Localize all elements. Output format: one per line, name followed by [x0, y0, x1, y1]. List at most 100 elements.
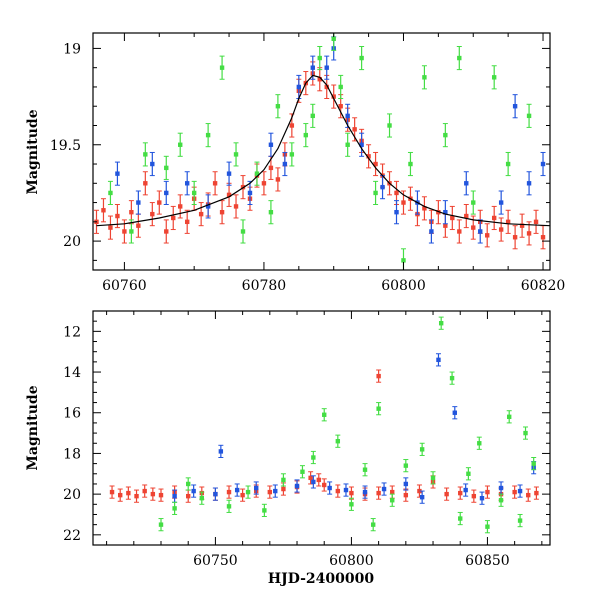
top-data-point [464, 213, 469, 219]
bottom-data-point [254, 485, 259, 491]
top-data-point [289, 152, 295, 157]
bottom-data-point [438, 321, 444, 326]
top-data-point [526, 113, 532, 119]
top-data-point [282, 161, 288, 167]
bottom-data-point [226, 504, 232, 509]
top-data-point [512, 104, 518, 109]
top-data-point [198, 211, 204, 217]
top-y-tick-label: 19 [63, 41, 81, 57]
top-data-point [324, 65, 329, 70]
bottom-data-point [370, 522, 376, 527]
top-data-point [491, 215, 497, 221]
bottom-data-point [512, 489, 517, 495]
bottom-y-axis-label: Magnitude [25, 385, 41, 470]
top-data-point [373, 190, 378, 196]
top-data-point [310, 113, 315, 119]
top-data-point [150, 161, 155, 167]
top-y-axis-label: Magnitude [25, 109, 41, 194]
top-data-point [184, 181, 190, 186]
bottom-data-point [381, 486, 387, 492]
bottom-plot-area [109, 316, 539, 534]
top-data-point [540, 235, 546, 240]
bottom-data-point [436, 357, 441, 363]
bottom-y-tick-label: 16 [63, 406, 81, 422]
top-x-tick-label: 60800 [381, 278, 426, 294]
top-data-point [338, 84, 343, 90]
bottom-y-tick-label: 14 [63, 365, 81, 381]
top-data-point [359, 142, 364, 147]
top-y-tick-label: 20 [63, 234, 81, 250]
bottom-y-tick-label: 18 [63, 446, 81, 462]
bottom-data-point [273, 488, 278, 494]
bottom-data-point [479, 496, 485, 501]
top-data-point [401, 258, 406, 263]
bottom-data-point [142, 488, 147, 494]
top-data-point [491, 75, 497, 80]
bottom-data-point [186, 481, 191, 487]
bottom-ticks [93, 310, 550, 546]
top-data-point [387, 123, 392, 128]
top-data-point [464, 181, 469, 186]
top-data-point [289, 123, 295, 128]
top-data-point [324, 84, 329, 90]
bottom-x-tick-label: 60750 [193, 553, 238, 569]
bottom-x-tick-label: 60850 [465, 553, 510, 569]
top-x-tick-label: 60780 [242, 278, 287, 294]
bottom-data-point [463, 487, 468, 493]
bottom-data-point [526, 492, 531, 498]
bottom-data-point [335, 488, 341, 494]
bottom-data-point [471, 493, 477, 499]
top-data-point [408, 161, 413, 167]
bottom-data-point [449, 375, 455, 381]
top-data-point [540, 161, 546, 167]
top-data-point [478, 229, 483, 234]
top-data-point [226, 192, 232, 198]
top-data-point [178, 204, 183, 209]
top-data-point [254, 171, 260, 176]
top-data-point [471, 225, 476, 230]
bottom-data-point [327, 485, 332, 491]
bottom-data-point [403, 492, 409, 498]
bottom-data-point [311, 455, 316, 460]
bottom-data-point [335, 439, 341, 444]
top-data-point [101, 208, 106, 213]
top-panel: 60760 60780 60800 60820 19 19.5 20 Magnitude [25, 32, 565, 294]
top-data-point [261, 181, 267, 186]
bottom-data-point [485, 524, 490, 529]
top-data-point [338, 104, 343, 109]
top-data-point [247, 190, 253, 196]
top-data-point [498, 227, 504, 232]
bottom-data-point [158, 522, 164, 527]
bottom-tick-labels: 60750 60800 60850 12 14 16 18 20 22 [63, 324, 510, 569]
bottom-data-point [430, 475, 436, 481]
bottom-data-point [390, 498, 395, 503]
bottom-data-point [534, 490, 539, 496]
top-data-point [212, 181, 218, 186]
bottom-data-point [322, 482, 327, 488]
top-data-point [205, 132, 211, 138]
bottom-data-point [262, 508, 267, 513]
bottom-data-point [172, 493, 177, 499]
top-data-point [352, 127, 357, 132]
top-data-point [219, 209, 225, 215]
top-data-point [108, 190, 113, 196]
top-ticks [93, 33, 550, 270]
top-data-point [296, 84, 302, 90]
top-data-point [115, 213, 120, 219]
top-data-point [373, 161, 378, 167]
bottom-data-point [118, 492, 123, 498]
bottom-data-point [150, 491, 156, 497]
top-data-point [219, 65, 225, 70]
top-data-point [150, 211, 155, 217]
bottom-data-point [294, 483, 300, 489]
top-data-point [526, 181, 532, 186]
top-data-point [136, 223, 141, 228]
top-data-point [450, 215, 455, 221]
top-data-point [129, 209, 134, 215]
top-data-point [303, 132, 309, 138]
bottom-data-point [134, 493, 139, 499]
bottom-data-point [126, 490, 131, 496]
top-data-point [505, 219, 511, 225]
bottom-data-point [267, 489, 273, 495]
